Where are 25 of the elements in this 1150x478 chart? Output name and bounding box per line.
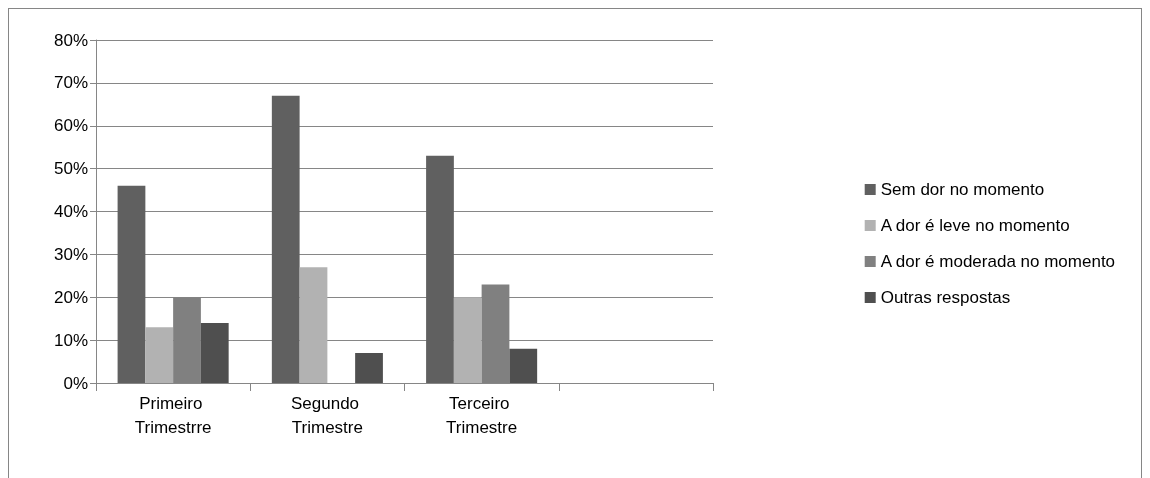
x-tick-label: Terceiro Trimestre <box>446 393 518 437</box>
bar <box>299 267 328 383</box>
y-tick-label: 0% <box>63 373 88 393</box>
bar <box>355 352 383 383</box>
bar <box>509 348 538 383</box>
y-tick-label: 30% <box>53 244 88 264</box>
x-tick-label: Segundo Trimestre <box>290 393 364 437</box>
y-tick-label: 20% <box>53 287 88 307</box>
y-tick-label: 10% <box>53 330 88 350</box>
y-tick-label: 80% <box>53 30 88 50</box>
legend-label: A dor é moderada no momento <box>880 252 1116 271</box>
bar <box>145 327 174 383</box>
bar <box>117 185 146 383</box>
bar <box>453 297 482 383</box>
legend-label: Sem dor no momento <box>880 180 1045 199</box>
y-tick-label: 50% <box>53 159 88 179</box>
legend-label: A dor é leve no momento <box>880 216 1070 235</box>
legend-label: Outras respostas <box>880 288 1011 307</box>
y-tick-label: 60% <box>53 116 88 136</box>
bar <box>426 155 454 383</box>
y-tick-label: 70% <box>53 73 88 93</box>
x-tick-label: Primeiro Trimestrre <box>134 393 212 437</box>
bar <box>200 322 229 383</box>
y-tick-label: 40% <box>53 202 88 221</box>
bar <box>271 95 300 383</box>
